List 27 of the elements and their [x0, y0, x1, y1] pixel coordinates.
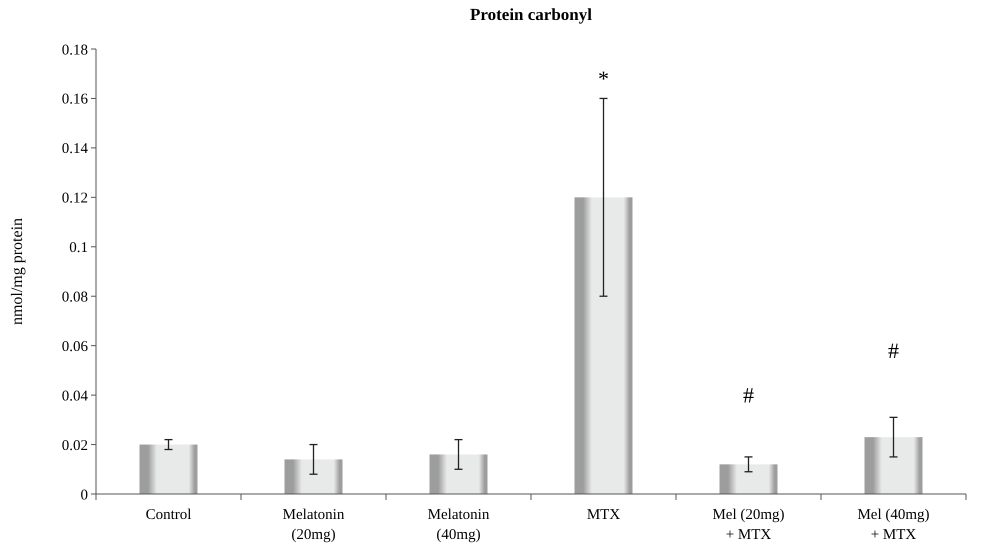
y-tick-label: 0.12 [62, 190, 88, 207]
x-tick-label: MTX [586, 507, 620, 523]
annotation: # [743, 382, 754, 408]
bar [430, 454, 488, 494]
y-tick-label: 0.14 [62, 141, 88, 158]
chart-title: Protein carbonyl [470, 5, 592, 24]
x-tick-label: Control [146, 507, 192, 523]
y-tick-label: 0.16 [62, 92, 88, 108]
y-tick-label: 0 [80, 487, 88, 504]
y-axis-title: nmol/mg protein [9, 218, 26, 326]
y-tick-label: 0.1 [69, 240, 88, 256]
y-tick-label: 0.08 [62, 289, 88, 306]
y-tick-label: 0.18 [62, 42, 88, 58]
bar [864, 437, 922, 494]
bar [284, 459, 342, 494]
bar [140, 444, 198, 494]
x-tick-label: Mel (40mg) + MTX [857, 507, 930, 543]
y-tick-label: 0.06 [62, 338, 88, 355]
y-tick-label: 0.04 [62, 388, 88, 404]
x-tick-label: Mel (20mg) + MTX [712, 507, 785, 543]
annotation: # [888, 338, 899, 364]
y-tick-label: 0.02 [62, 438, 88, 454]
x-tick-label: Melatonin (20mg) [282, 507, 345, 543]
annotation: * [598, 66, 609, 92]
bar [720, 464, 778, 494]
x-tick-label: Melatonin (40mg) [428, 507, 490, 543]
bar [574, 197, 632, 494]
